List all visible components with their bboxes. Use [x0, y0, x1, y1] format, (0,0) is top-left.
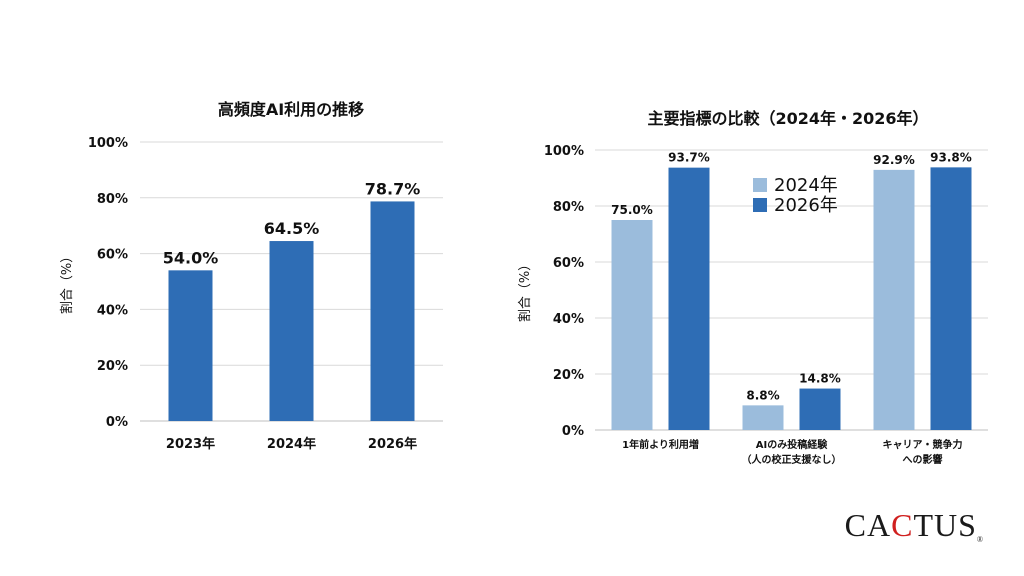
chart1-category-label: 2024年	[267, 436, 316, 452]
chart1-ytick-label: 20%	[97, 359, 128, 374]
chart1-ytick-label: 100%	[88, 136, 128, 151]
chart2-bar	[873, 169, 915, 430]
chart1-ytick-label: 40%	[97, 303, 128, 318]
chart2-legend-label: 2024年	[774, 175, 838, 196]
chart2-ytick-label: 40%	[553, 312, 584, 327]
chart2-ytick-label: 20%	[553, 368, 584, 383]
chart2-category-label: への影響	[903, 453, 943, 466]
chart2-ytick-label: 80%	[553, 200, 584, 215]
chart2-category-label: 1年前より利用増	[622, 438, 699, 451]
chart2-legend-swatch	[753, 198, 767, 212]
chart1-ytick-label: 80%	[97, 192, 128, 207]
chart1-ytick-label: 60%	[97, 248, 128, 263]
chart2-legend-label: 2026年	[774, 195, 838, 216]
chart2-ytick-label: 60%	[553, 256, 584, 271]
chart2-category-label: （人の校正支援なし）	[742, 453, 842, 466]
chart2-ylabel: 割合（%）	[517, 258, 533, 322]
chart2-data-label: 93.8%	[930, 150, 972, 164]
chart1-title: 高頻度AI利用の推移	[218, 100, 364, 119]
cactus-logo: CACTUS®	[844, 507, 984, 544]
chart2-bar	[668, 167, 710, 430]
chart2-ytick-label: 100%	[544, 144, 584, 159]
chart1-category-label: 2023年	[166, 436, 215, 452]
chart1-bar	[370, 201, 415, 421]
chart1-ylabel: 割合（%）	[59, 250, 75, 314]
chart1-data-label: 54.0%	[163, 248, 219, 267]
chart2-bar	[799, 388, 841, 430]
chart2-legend-swatch	[753, 178, 767, 192]
chart2-data-label: 8.8%	[746, 388, 779, 402]
chart2-category-label: AIのみ投稿経験	[756, 438, 828, 451]
chart1-bar	[168, 270, 213, 421]
chart2-category-label: キャリア・競争力	[883, 438, 963, 451]
chart2-bar	[611, 220, 653, 430]
chart1-bar	[269, 241, 314, 421]
chart1-ytick-label: 0%	[106, 415, 128, 430]
chart1-data-label: 64.5%	[264, 219, 320, 238]
chart2-bar	[930, 167, 972, 431]
chart2-data-label: 92.9%	[873, 153, 915, 167]
chart2-bar	[742, 405, 784, 430]
chart2-data-label: 93.7%	[668, 151, 710, 165]
chart2-ytick-label: 0%	[562, 424, 584, 439]
chart1-data-label: 78.7%	[365, 179, 421, 198]
chart1-category-label: 2026年	[368, 436, 417, 452]
chart2-data-label: 14.8%	[799, 372, 841, 386]
chart2-data-label: 75.0%	[611, 203, 653, 217]
chart2-title: 主要指標の比較（2024年・2026年）	[647, 109, 928, 128]
